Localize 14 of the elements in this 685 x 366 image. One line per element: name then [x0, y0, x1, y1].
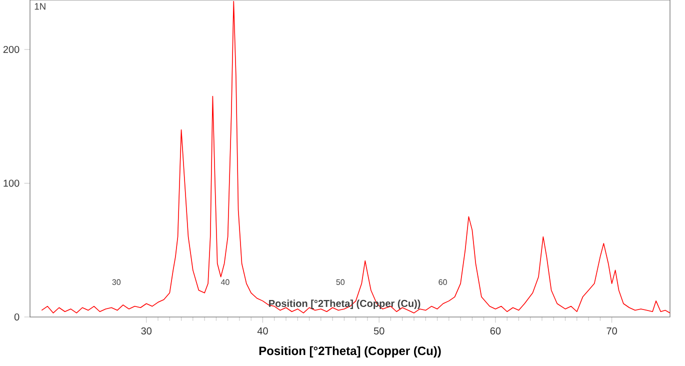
- annotation: 60: [438, 279, 447, 285]
- y-tick-label: 100: [4, 180, 20, 187]
- x-axis-title: Position [°2Theta] (Copper (Cu)): [259, 346, 441, 358]
- y-tick-label: 200: [3, 46, 20, 54]
- x-tick-label: 70: [606, 327, 617, 334]
- annotation: 40: [220, 279, 230, 285]
- annotation: 30: [112, 279, 121, 285]
- x-tick-label: 50: [374, 327, 384, 334]
- x-tick-label: 30: [141, 327, 152, 334]
- annotation: 50: [336, 279, 345, 285]
- annotation: 1N: [34, 3, 46, 10]
- x-tick-label: 60: [490, 327, 501, 334]
- y-tick-label: 0: [14, 313, 20, 321]
- x-tick-label: 40: [257, 327, 268, 334]
